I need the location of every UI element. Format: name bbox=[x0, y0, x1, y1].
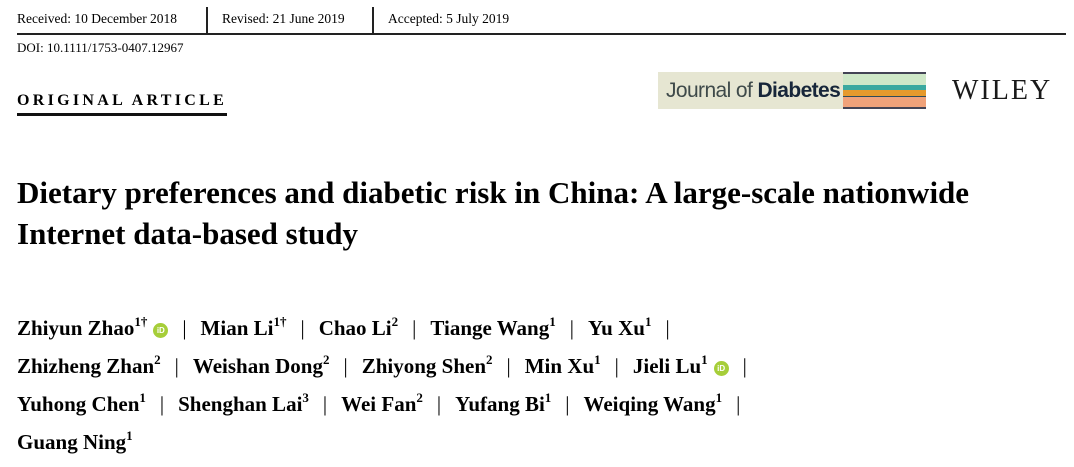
author-line: Guang Ning1 bbox=[17, 423, 761, 461]
author[interactable]: Yufang Bi1 bbox=[455, 390, 552, 416]
author[interactable]: Guang Ning1 bbox=[17, 428, 133, 454]
separator: | bbox=[174, 354, 179, 378]
doi[interactable]: DOI: 10.1111/1753-0407.12967 bbox=[17, 40, 184, 55]
affiliation-marker: 2 bbox=[416, 390, 423, 405]
author[interactable]: Zhiyong Shen2 bbox=[361, 352, 493, 378]
affiliation-marker: 1 bbox=[549, 314, 556, 329]
affiliation-marker: 1 bbox=[594, 352, 601, 367]
author-line: Zhiyun Zhao1†iD | Mian Li1† | Chao Li2 | Tiang… bbox=[17, 309, 761, 347]
affiliation-marker: 1 bbox=[701, 352, 708, 367]
author[interactable]: Yu Xu1 bbox=[587, 314, 652, 340]
affiliation-marker: 1 bbox=[544, 390, 552, 405]
revised-date: Revised: 21 June 2019 bbox=[222, 11, 345, 26]
author-name: Zhiyun Zhao bbox=[17, 316, 135, 340]
affiliation-marker: 2 bbox=[154, 352, 161, 367]
author-name: Zhiyong Shen bbox=[361, 354, 487, 378]
author-name: Yufang Bi bbox=[455, 392, 545, 416]
author-line: Zhizheng Zhan2 | Weishan Dong2 | Zhiyong She… bbox=[17, 347, 761, 385]
separator: | bbox=[412, 316, 417, 340]
author-name: Guang Ning bbox=[17, 430, 127, 454]
author-line: Yuhong Chen1 | Shenghan Lai3 | Wei Fan2 | Yufa… bbox=[17, 385, 761, 423]
author[interactable]: Wei Fan2 bbox=[341, 390, 423, 416]
author-name: Min Xu bbox=[524, 354, 595, 378]
author[interactable]: Zhizheng Zhan2 bbox=[17, 352, 161, 378]
author[interactable]: Mian Li1† bbox=[200, 314, 287, 340]
author-name: Yuhong Chen bbox=[17, 392, 140, 416]
affiliation-marker: 1 bbox=[715, 390, 723, 405]
affiliation-marker: 2 bbox=[391, 314, 399, 329]
article-dates: Received: 10 December 2018 Revised: 21 J… bbox=[17, 6, 1066, 35]
separator: | bbox=[182, 316, 187, 340]
journal-logo[interactable]: Journal of Diabetes bbox=[658, 72, 934, 109]
journal-title: Diabetes bbox=[757, 79, 841, 102]
author-name: Zhizheng Zhan bbox=[17, 354, 155, 378]
separator: | bbox=[159, 392, 165, 416]
separator: | bbox=[300, 316, 305, 340]
author-name: Mian Li bbox=[200, 316, 274, 340]
author-list: Zhiyun Zhao1†iD | Mian Li1† | Chao Li2 | Tiang… bbox=[17, 309, 761, 461]
affiliation-marker: 3 bbox=[302, 390, 309, 405]
author[interactable]: Shenghan Lai3 bbox=[178, 390, 309, 416]
orcid-icon[interactable]: iD bbox=[713, 361, 729, 376]
author[interactable]: Zhiyun Zhao1† iD bbox=[17, 314, 169, 340]
divider bbox=[372, 7, 374, 33]
author-name: Weiqing Wang bbox=[583, 392, 716, 416]
author-name: Jieli Lu bbox=[632, 354, 702, 378]
accepted-date: Accepted: 5 July 2019 bbox=[388, 11, 510, 26]
affiliation-marker: 2 bbox=[322, 352, 330, 367]
author[interactable]: Weiqing Wang1 bbox=[583, 390, 723, 416]
author[interactable]: Weishan Dong2 bbox=[192, 352, 330, 378]
journal-name: Journal of Diabetes bbox=[658, 72, 843, 109]
orcid-icon[interactable]: iD bbox=[153, 323, 169, 338]
received-date: Received: 10 December 2018 bbox=[17, 11, 178, 26]
author-name: Weishan Dong bbox=[192, 354, 323, 378]
affiliation-marker: 1† bbox=[273, 314, 287, 329]
separator: | bbox=[436, 392, 442, 416]
affiliation-marker: 1† bbox=[134, 314, 148, 329]
author-name: Shenghan Lai bbox=[178, 392, 303, 416]
separator: | bbox=[742, 354, 747, 378]
author-name: Tiange Wang bbox=[430, 316, 550, 340]
author[interactable]: Yuhong Chen1 bbox=[17, 390, 146, 416]
author-name: Yu Xu bbox=[587, 316, 645, 340]
affiliation-marker: 1 bbox=[644, 314, 652, 329]
divider bbox=[206, 7, 208, 33]
author-name: Wei Fan bbox=[341, 392, 417, 416]
author-name: Chao Li bbox=[318, 316, 392, 340]
separator: | bbox=[614, 354, 619, 378]
article-title: Dietary preferences and diabetic risk in… bbox=[17, 175, 970, 251]
separator: | bbox=[565, 392, 570, 416]
separator: | bbox=[322, 392, 328, 416]
separator: | bbox=[736, 392, 741, 416]
publisher-logo[interactable]: WILEY bbox=[952, 75, 1053, 106]
affiliation-marker: 1 bbox=[126, 428, 133, 443]
author[interactable]: Jieli Lu1 iD bbox=[632, 352, 729, 378]
separator: | bbox=[506, 354, 511, 378]
author[interactable]: Tiange Wang1 bbox=[430, 314, 556, 340]
separator: | bbox=[569, 316, 574, 340]
journal-cover-art bbox=[843, 72, 926, 109]
article-type: ORIGINAL ARTICLE bbox=[17, 92, 228, 116]
author[interactable]: Chao Li2 bbox=[318, 314, 399, 340]
journal-prefix: Journal of bbox=[666, 79, 758, 102]
separator: | bbox=[343, 354, 348, 378]
separator: | bbox=[665, 316, 670, 340]
affiliation-marker: 1 bbox=[139, 390, 146, 405]
author[interactable]: Min Xu1 bbox=[524, 352, 601, 378]
affiliation-marker: 2 bbox=[486, 352, 493, 367]
